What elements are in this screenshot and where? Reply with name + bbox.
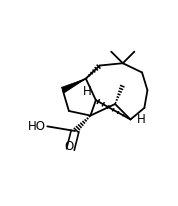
Polygon shape — [61, 79, 86, 93]
Text: H: H — [137, 113, 145, 126]
Text: O: O — [64, 139, 74, 152]
Text: HO: HO — [28, 120, 46, 133]
Text: H: H — [83, 85, 92, 98]
